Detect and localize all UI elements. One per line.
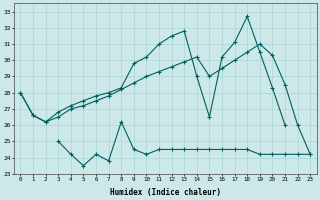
X-axis label: Humidex (Indice chaleur): Humidex (Indice chaleur) bbox=[110, 188, 221, 197]
